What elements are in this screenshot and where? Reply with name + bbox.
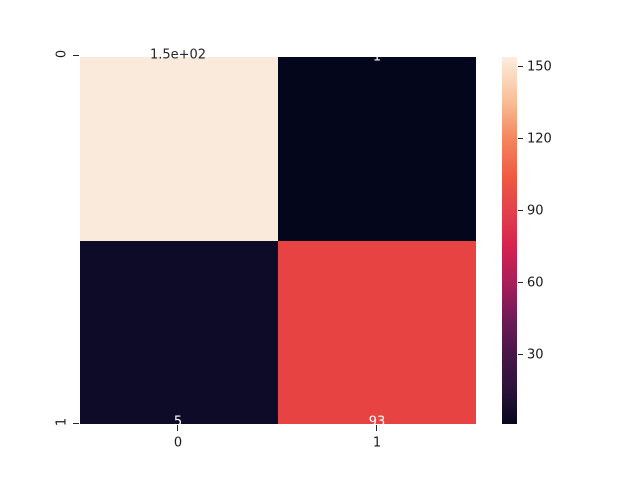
x-axis-tick-mark-0 <box>177 425 179 431</box>
colorbar-tick-label-30: 30 <box>527 347 544 363</box>
x-axis-tick-label-0: 0 <box>173 435 183 451</box>
heatmap-cell-1-0 <box>80 240 278 424</box>
heatmap-plot-area <box>80 57 476 424</box>
x-axis-tick-mark-1 <box>376 425 378 431</box>
colorbar-tick-mark-120 <box>518 138 523 140</box>
y-axis-tick-mark-1 <box>73 423 79 425</box>
colorbar-tick-mark-150 <box>518 66 523 68</box>
colorbar-tick-mark-30 <box>518 354 523 356</box>
colorbar-tick-label-60: 60 <box>527 275 544 291</box>
colorbar-tick-mark-90 <box>518 210 523 212</box>
y-axis-tick-label-1: 1 <box>54 417 70 427</box>
colorbar-tick-mark-60 <box>518 282 523 284</box>
heatmap-cell-0-0 <box>80 57 278 241</box>
colorbar-tick-label-120: 120 <box>527 131 552 147</box>
heatmap-cell-0-1 <box>278 57 476 241</box>
x-axis-tick-label-1: 1 <box>372 435 382 451</box>
y-axis-tick-label-0: 0 <box>54 49 70 59</box>
y-axis-tick-mark-0 <box>73 55 79 57</box>
heatmap-cell-1-1 <box>278 240 476 424</box>
colorbar-tick-label-90: 90 <box>527 203 544 219</box>
colorbar-tick-label-150: 150 <box>527 59 552 75</box>
colorbar <box>502 57 517 424</box>
